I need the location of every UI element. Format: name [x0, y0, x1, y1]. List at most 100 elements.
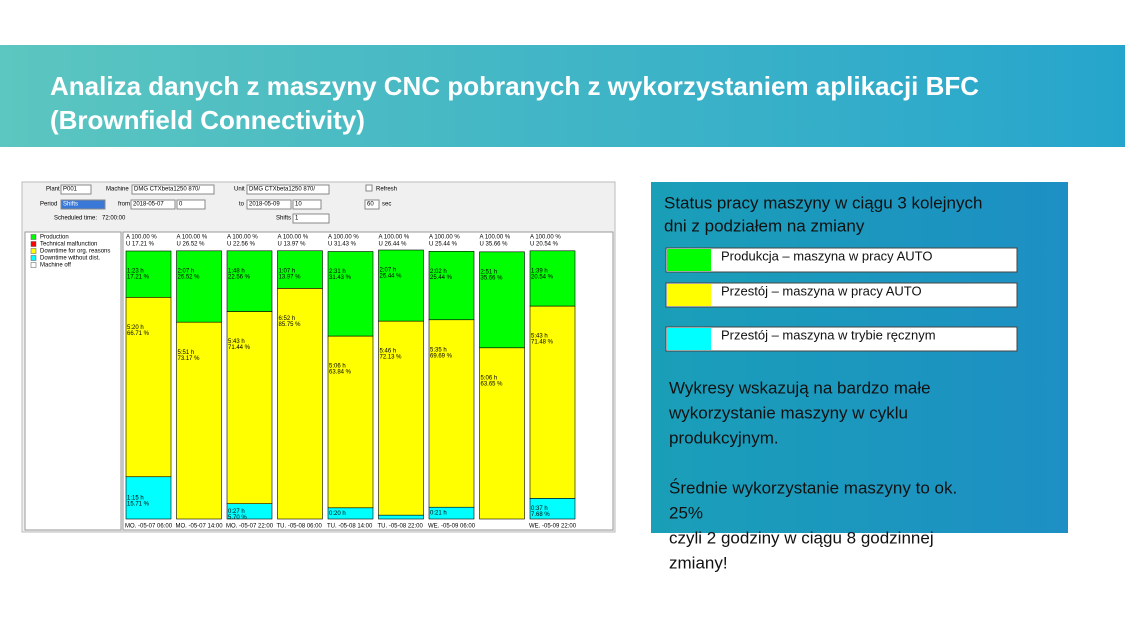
value: Shifts	[63, 202, 78, 208]
header-label: A 100.00 %	[429, 235, 460, 241]
hour-label: 2:02 h	[430, 269, 447, 275]
title-band	[0, 45, 1125, 147]
title: Analiza danych z maszyny CNC pobranych z…	[50, 71, 979, 101]
value: 72:00:00	[102, 216, 126, 222]
bar-segment	[125, 476, 172, 520]
bar-segment	[226, 311, 273, 504]
label: sec	[382, 202, 391, 208]
bar-segment	[479, 251, 525, 349]
title: (Brownfield Connectivity)	[50, 105, 365, 135]
header-label: U 35.66 %	[480, 242, 509, 248]
hour-label: 0:20 h	[329, 511, 346, 517]
bar-segment	[176, 321, 222, 520]
legend-label: Machine off	[40, 263, 71, 269]
legend-label: Technical malfunction	[40, 242, 97, 248]
value-label: 35.66 %	[481, 275, 504, 281]
header-label: A 100.00 %	[278, 235, 309, 241]
value-label: 13.97 %	[279, 274, 302, 280]
legend-swatch	[30, 262, 37, 268]
value-label: 31.43 %	[329, 275, 352, 281]
label: Machine	[106, 187, 129, 193]
legend-swatch	[30, 255, 37, 261]
value-label: 17.21 %	[127, 275, 150, 281]
header-label: U 13.97 %	[278, 242, 307, 248]
hour-label: 5:43 h	[228, 339, 245, 345]
panel-heading: dni z podziałem na zmiany	[664, 216, 865, 235]
header-label: U 22.56 %	[227, 242, 256, 248]
value-label: 22.56 %	[228, 274, 251, 280]
input[interactable]	[292, 199, 322, 210]
label: Period	[40, 202, 57, 208]
input[interactable]	[246, 199, 292, 210]
key-box	[665, 247, 1018, 273]
bar-segment	[176, 250, 222, 323]
header-label: A 100.00 %	[379, 235, 410, 241]
bar-segment	[226, 250, 273, 312]
x-tick-label: TU. -05-08 06:00	[277, 524, 323, 530]
header-label: U 31.43 %	[328, 242, 357, 248]
value: P001	[63, 187, 78, 193]
select[interactable]	[246, 184, 330, 195]
note: Wykresy wskazują na bardzo małe	[669, 378, 931, 397]
label: Refresh	[376, 187, 397, 193]
legend-swatch	[30, 248, 37, 254]
bar-segment	[378, 320, 424, 516]
bar-segment	[378, 514, 424, 520]
hour-label: 0:21 h	[430, 511, 447, 517]
hour-label: 1:48 h	[228, 268, 245, 274]
checkbox[interactable]	[365, 184, 373, 192]
note: 25%	[669, 503, 703, 522]
header-label: U 26.44 %	[379, 242, 408, 248]
label: Shifts	[276, 216, 291, 222]
header-label: U 25.44 %	[429, 242, 458, 248]
info-panel	[651, 182, 1068, 533]
bar-segment	[125, 250, 172, 298]
header-label: U 20.54 %	[530, 242, 559, 248]
value: 60	[367, 202, 374, 208]
x-tick-label: TU. -05-08 22:00	[378, 524, 424, 530]
hour-label: 2:31 h	[329, 269, 346, 275]
input[interactable]	[130, 199, 176, 210]
bar-segment	[428, 319, 475, 508]
hour-label: 5:43 h	[531, 334, 548, 340]
hour-label: 2:07 h	[178, 268, 195, 274]
header-label: A 100.00 %	[126, 235, 157, 241]
select[interactable]	[60, 184, 92, 195]
value: DMG CTXbeta1250 870/	[134, 187, 200, 193]
key-label: Przestój – maszyna w pracy AUTO	[721, 283, 922, 298]
x-tick-label: MO. -05-07 14:00	[176, 524, 224, 530]
label: Scheduled time:	[54, 216, 97, 222]
hour-label: 1:07 h	[279, 268, 296, 274]
input[interactable]	[176, 199, 206, 210]
input[interactable]	[292, 213, 330, 224]
bar-segment	[428, 251, 475, 321]
x-tick-label: MO. -05-07 06:00	[125, 524, 173, 530]
label: Unit	[234, 187, 245, 193]
input[interactable]	[364, 199, 380, 210]
value-label: 15.71 %	[127, 501, 150, 507]
label: to	[239, 202, 245, 208]
value-label: 5.70 %	[228, 515, 247, 521]
value: 10	[295, 202, 302, 208]
value-label: 63.84 %	[329, 370, 352, 376]
label: from	[118, 202, 130, 208]
note: zmiany!	[669, 553, 728, 572]
select[interactable]	[131, 184, 215, 195]
x-tick-label: MO. -05-07 22:00	[226, 524, 274, 530]
value: 2018-05-09	[249, 202, 280, 208]
value-label: 25.44 %	[430, 275, 453, 281]
hour-label: 5:06 h	[481, 375, 498, 381]
value-label: 66.71 %	[127, 331, 150, 337]
note: produkcyjnym.	[669, 428, 779, 447]
bar-segment	[327, 335, 374, 509]
value-label: 72.13 %	[380, 355, 403, 361]
key-label: Przestój – maszyna w trybie ręcznym	[721, 327, 936, 342]
header-label: A 100.00 %	[227, 235, 258, 241]
bar-segment	[327, 251, 374, 337]
bar-segment	[479, 347, 525, 520]
legend-swatch	[30, 241, 37, 247]
select[interactable]	[60, 199, 106, 210]
value-label: 20.54 %	[531, 274, 554, 280]
note: czyli 2 godziny w ciągu 8 godzinnej	[669, 528, 934, 547]
hour-label: 2:51 h	[481, 269, 498, 275]
